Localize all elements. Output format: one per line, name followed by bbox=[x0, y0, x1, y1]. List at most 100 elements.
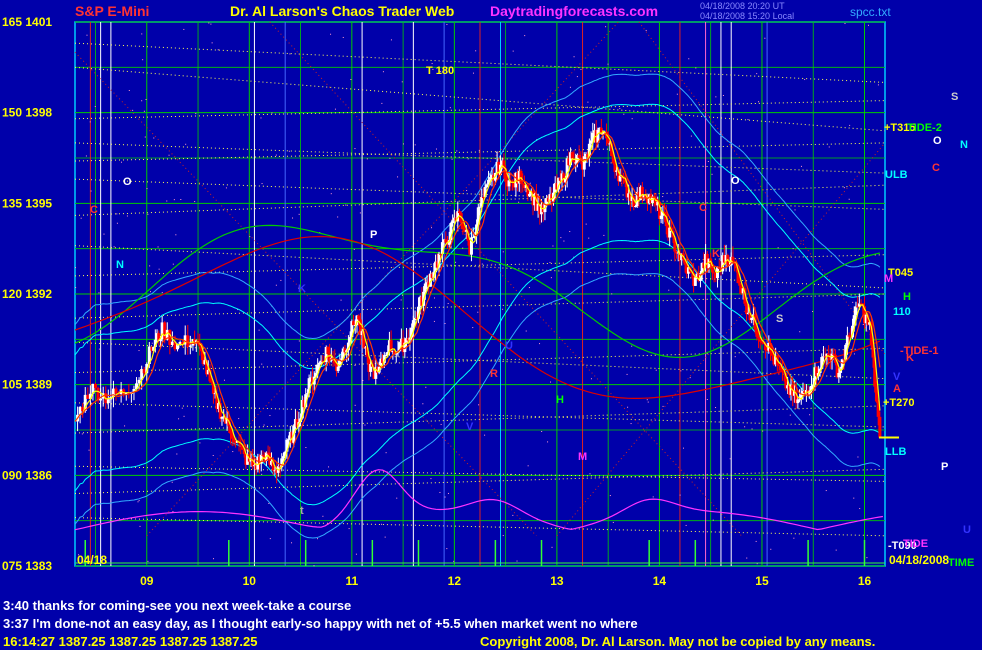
candle-body bbox=[852, 315, 856, 326]
candle-body bbox=[266, 452, 270, 454]
dot bbox=[440, 260, 442, 262]
chart-label: U bbox=[505, 340, 513, 352]
candle-body bbox=[206, 369, 210, 375]
candle-body bbox=[693, 277, 697, 286]
candle-body bbox=[387, 340, 391, 353]
candle-body bbox=[163, 322, 167, 340]
candle-body bbox=[763, 343, 767, 351]
last-quote: 16:14:27 1387.25 1387.25 1387.25 1387.25 bbox=[3, 634, 258, 649]
dot bbox=[168, 154, 170, 156]
candle-body bbox=[683, 259, 687, 265]
right-label: N bbox=[960, 139, 968, 151]
dot bbox=[848, 198, 850, 200]
dot bbox=[150, 291, 152, 293]
site-url[interactable]: Daytradingforecasts.com bbox=[490, 3, 659, 19]
dot bbox=[789, 414, 791, 416]
dot bbox=[194, 201, 196, 203]
candle-body bbox=[864, 314, 868, 324]
dot bbox=[330, 33, 332, 35]
dot bbox=[541, 430, 543, 432]
candle-body bbox=[851, 325, 855, 338]
right-label: P bbox=[941, 461, 948, 473]
candle-body bbox=[697, 273, 701, 281]
candle-body bbox=[293, 419, 297, 426]
candle-body bbox=[731, 256, 735, 264]
candle-body bbox=[591, 132, 595, 141]
dot bbox=[172, 511, 174, 513]
dot bbox=[113, 246, 115, 248]
dot bbox=[151, 342, 153, 344]
dot bbox=[291, 542, 293, 544]
candle-body bbox=[341, 348, 345, 359]
candle-body bbox=[203, 360, 207, 365]
candle-body bbox=[316, 364, 320, 374]
candle-body bbox=[302, 399, 306, 408]
dot bbox=[434, 297, 435, 299]
candle-body bbox=[288, 431, 292, 440]
candle-body bbox=[239, 443, 243, 446]
candle-body bbox=[176, 344, 180, 350]
dot bbox=[502, 308, 504, 310]
dot bbox=[146, 188, 148, 190]
candle-body bbox=[540, 204, 544, 215]
dot bbox=[746, 557, 748, 559]
dot bbox=[495, 151, 497, 153]
candle-body bbox=[384, 355, 388, 357]
dot bbox=[322, 515, 324, 517]
dot bbox=[447, 303, 449, 305]
candle-body bbox=[242, 449, 246, 455]
x-tick-label: 12 bbox=[448, 574, 462, 588]
candle-body bbox=[531, 191, 535, 206]
green-cycle-line bbox=[74, 224, 881, 359]
dot bbox=[662, 196, 664, 198]
dot bbox=[208, 22, 210, 24]
dot bbox=[316, 538, 318, 540]
start-date-label: 04/18 bbox=[77, 553, 107, 567]
candle-body bbox=[360, 331, 364, 336]
candle-body bbox=[608, 143, 612, 145]
dot bbox=[731, 430, 733, 432]
candle-body bbox=[317, 362, 321, 365]
chart-label: V bbox=[466, 421, 474, 433]
dot bbox=[85, 155, 87, 157]
candle-body bbox=[386, 352, 390, 356]
dot bbox=[181, 407, 183, 409]
candle-body bbox=[497, 161, 501, 176]
candle-body bbox=[183, 335, 187, 345]
candle-body bbox=[721, 255, 725, 272]
candle-body bbox=[577, 155, 581, 158]
candle-body bbox=[416, 306, 420, 319]
dot bbox=[75, 267, 77, 269]
candle-body bbox=[173, 341, 177, 350]
candle-body bbox=[170, 341, 174, 345]
dot bbox=[655, 369, 657, 371]
dot bbox=[210, 23, 212, 25]
candle-body bbox=[225, 417, 229, 424]
candle-body bbox=[94, 383, 98, 388]
candle-body bbox=[114, 388, 118, 394]
candle-body bbox=[369, 364, 373, 372]
dot bbox=[103, 233, 105, 235]
dot bbox=[88, 449, 90, 451]
dot bbox=[275, 284, 277, 286]
dot bbox=[472, 327, 474, 329]
candle-body bbox=[596, 129, 600, 143]
dot bbox=[153, 137, 155, 139]
dot bbox=[305, 447, 307, 449]
x-tick-label: 16 bbox=[858, 574, 872, 588]
dot bbox=[116, 222, 118, 224]
candle-body bbox=[555, 183, 559, 190]
candle-body bbox=[319, 360, 323, 363]
candle-body bbox=[158, 339, 162, 342]
candle-body bbox=[533, 193, 537, 206]
candle-body bbox=[210, 381, 214, 383]
dot bbox=[359, 212, 361, 214]
dot bbox=[623, 113, 625, 115]
dot bbox=[862, 323, 864, 325]
candle-body bbox=[399, 338, 403, 343]
candle-body bbox=[439, 253, 443, 255]
dot bbox=[764, 37, 766, 39]
dot bbox=[138, 350, 140, 352]
right-label: -T090 bbox=[888, 540, 917, 552]
dot bbox=[431, 63, 433, 65]
